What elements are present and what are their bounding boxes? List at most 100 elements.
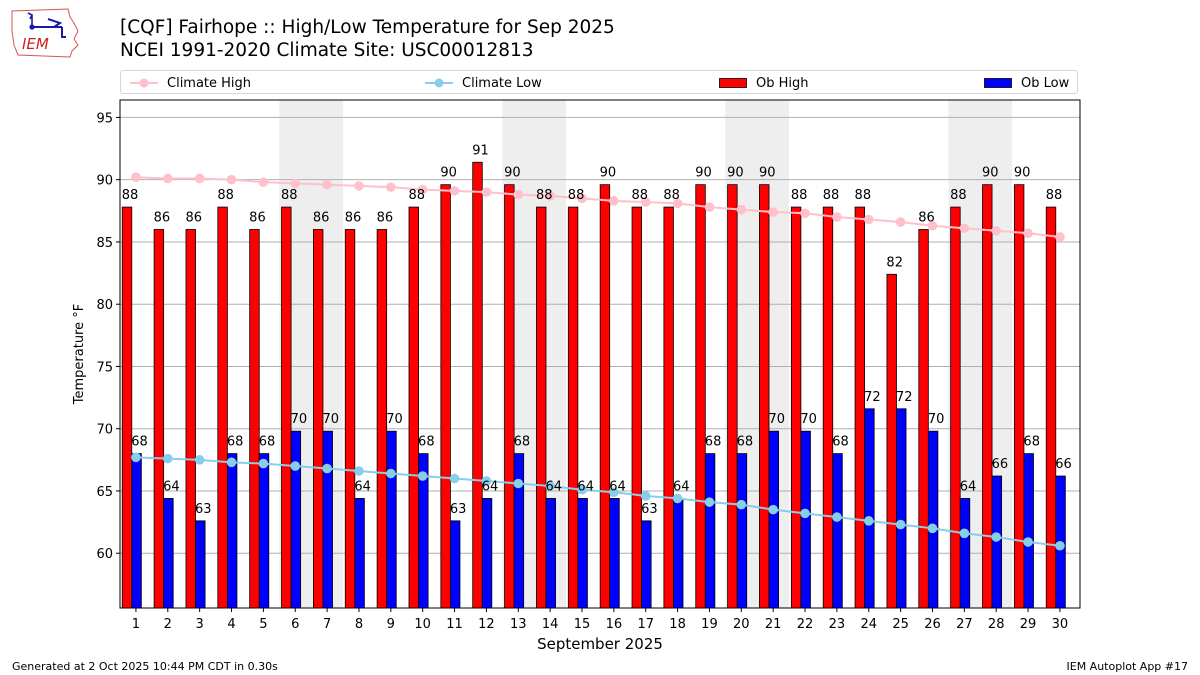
ob-high-label: 90: [1014, 166, 1031, 181]
legend-label-climate-low: Climate Low: [462, 75, 542, 91]
ob-high-bar: [854, 206, 866, 609]
ob-high-label: 86: [918, 210, 935, 225]
app-credit: IEM Autoplot App #17: [1066, 660, 1189, 673]
climate-high-point: [162, 173, 173, 184]
ob-low-label: 70: [386, 412, 403, 427]
ob-high-label: 88: [663, 188, 680, 203]
ob-low-bar: [290, 430, 302, 609]
x-tick-label: 4: [227, 617, 235, 632]
ob-low-bar: [258, 453, 270, 609]
ob-low-bar: [864, 408, 875, 609]
x-tick-label: 27: [956, 617, 973, 632]
generated-timestamp: Generated at 2 Oct 2025 10:44 PM CDT in …: [12, 660, 278, 673]
ob-low-label: 66: [1055, 457, 1072, 472]
climate-low-point: [1023, 537, 1033, 547]
climate-high-point: [704, 202, 715, 212]
ob-high-label: 88: [122, 188, 139, 203]
x-tick-label: 10: [414, 617, 431, 632]
ob-low-bar: [1023, 453, 1034, 609]
climate-high-point: [863, 214, 874, 225]
legend-item-climate-low: Climate Low: [425, 74, 542, 92]
ob-high-label: 90: [727, 166, 744, 181]
climate-low-point: [386, 468, 396, 479]
climate-low-point: [895, 519, 906, 530]
ob-high-bar: [695, 184, 706, 609]
x-tick-label: 20: [733, 617, 750, 632]
ob-low-bar: [800, 430, 811, 609]
x-tick-label: 21: [765, 617, 782, 632]
climate-high-point: [672, 198, 683, 209]
climate-high-point: [736, 204, 747, 215]
ob-high-bar: [631, 206, 642, 609]
ob-high-label: 88: [823, 188, 840, 203]
ob-low-bar: [609, 498, 620, 609]
ob-low-label: 64: [673, 479, 690, 494]
climate-high-point: [513, 189, 524, 200]
ob-high-label: 86: [249, 210, 266, 225]
ob-high-bar: [344, 229, 356, 609]
ob-high-bar: [281, 206, 292, 609]
legend-item-ob-high: Ob High: [719, 74, 809, 92]
y-tick-label: 70: [96, 423, 113, 438]
climate-low-point: [513, 478, 524, 489]
ob-high-label: 90: [982, 166, 999, 181]
ob-low-label: 64: [354, 479, 371, 494]
x-tick-label: 12: [478, 617, 495, 632]
ob-low-bar: [736, 453, 748, 609]
ob-high-bar: [536, 206, 547, 609]
ob-low-label: 70: [291, 412, 308, 427]
ob-low-label: 64: [482, 479, 499, 494]
climate-low-point: [194, 455, 205, 465]
x-tick-label: 5: [259, 617, 267, 632]
ob-low-label: 64: [163, 479, 180, 494]
x-tick-label: 8: [355, 617, 363, 632]
ob-high-label: 86: [154, 210, 171, 225]
y-tick-label: 90: [96, 174, 113, 189]
ob-high-label: 86: [313, 210, 330, 225]
ob-high-label: 88: [408, 188, 425, 203]
climate-high-point: [895, 217, 906, 227]
ob-high-bar: [950, 206, 961, 609]
climate-low-point: [736, 499, 747, 510]
climate-low-point: [1055, 540, 1065, 551]
y-tick-label: 75: [96, 360, 113, 375]
x-tick-label: 6: [291, 617, 299, 632]
ob-low-bar: [959, 498, 971, 609]
ob-high-label: 90: [695, 166, 712, 181]
ob-low-label: 70: [769, 412, 786, 427]
ob-high-label: 90: [504, 166, 521, 181]
ob-low-bar: [195, 520, 206, 609]
x-tick-label: 30: [1052, 617, 1069, 632]
climate-low-point: [226, 457, 237, 468]
ob-high-label: 88: [632, 188, 649, 203]
climate-high-point: [417, 184, 428, 195]
ob-high-bar: [790, 206, 802, 609]
legend-label-ob-high: Ob High: [756, 75, 809, 91]
ob-low-label: 72: [896, 390, 913, 405]
ob-high-label: 91: [472, 143, 489, 158]
ob-high-bar: [822, 206, 834, 609]
ob-high-bar: [567, 206, 579, 609]
climate-low-point: [832, 512, 842, 522]
ob-low-bar: [704, 453, 716, 609]
x-tick-label: 26: [924, 617, 941, 632]
ob-high-bar: [663, 206, 674, 609]
ob-high-bar: [217, 206, 228, 609]
ob-low-label: 64: [960, 479, 977, 494]
climate-high-point: [322, 179, 332, 190]
climate-high-point: [226, 174, 237, 185]
climate-low-point: [959, 528, 970, 539]
climate-high-point: [640, 197, 651, 207]
climate-lines: [131, 172, 1065, 551]
ob-high-bar: [249, 229, 260, 609]
legend: Climate High Climate Low Ob High Ob Low: [120, 70, 1078, 94]
x-tick-label: 1: [132, 617, 140, 632]
ob-low-swatch-icon: [984, 78, 1012, 88]
climate-high-point: [194, 173, 205, 184]
bar-labels: 88 68 86 64 86 63 88 68 86 68 88 70 86 70 86 64 86 70 88 68…: [122, 143, 1072, 517]
ob-low-bar: [832, 453, 843, 609]
ob-low-bar: [131, 453, 142, 609]
x-axis-label: September 2025: [537, 635, 663, 653]
climate-low-point: [704, 497, 715, 507]
climate-low-point: [258, 458, 269, 469]
